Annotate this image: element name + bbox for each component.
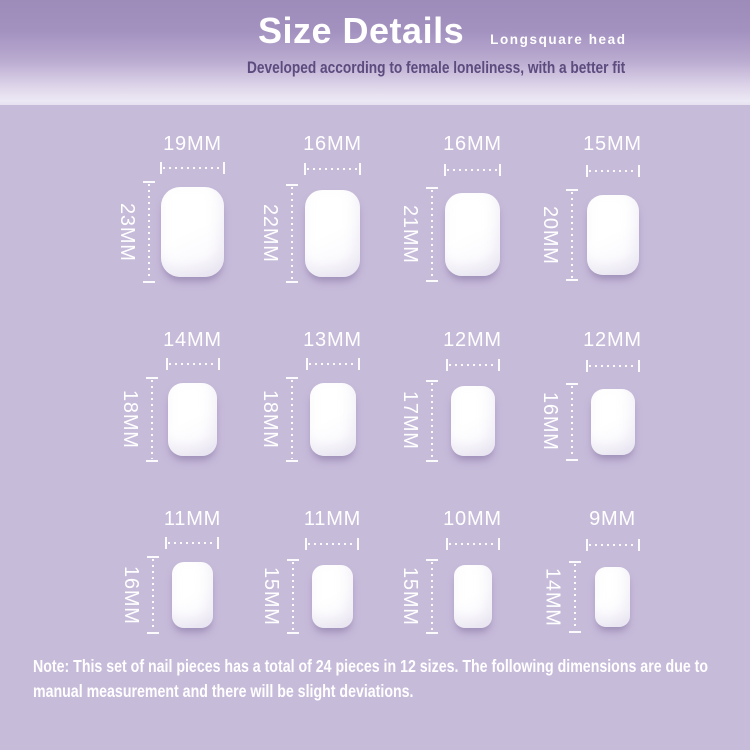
height-ruler — [426, 558, 439, 634]
nail-size-cell: 14MM 18MM — [100, 329, 240, 462]
height-ruler — [286, 558, 299, 634]
nail-size-cell: 16MM 22MM — [240, 133, 380, 283]
width-ruler — [445, 359, 500, 371]
height-ruler — [286, 183, 299, 283]
page-title: Size Details — [258, 10, 465, 51]
nail-height-label: 17MM — [399, 391, 422, 450]
nail-width-label: 12MM — [583, 329, 642, 351]
height-ruler — [566, 382, 579, 461]
nail-height-label: 15MM — [259, 566, 282, 626]
nail-width-label: 10MM — [443, 508, 502, 530]
height-ruler — [286, 377, 299, 462]
width-ruler — [585, 165, 640, 178]
width-ruler — [165, 358, 220, 370]
nail-piece — [586, 195, 639, 276]
nail-width-label: 11MM — [163, 508, 222, 530]
nail-size-cell: 15MM 20MM — [520, 133, 660, 283]
nail-height-label: 22MM — [259, 203, 282, 263]
nail-piece — [311, 564, 353, 628]
height-ruler — [143, 181, 155, 283]
nail-height-label: 18MM — [119, 390, 142, 449]
nail-height-label: 16MM — [119, 565, 142, 625]
height-ruler — [566, 189, 579, 282]
nail-size-cell: 11MM 15MM — [240, 508, 380, 634]
nail-size-cell: 13MM 18MM — [240, 329, 380, 462]
height-ruler — [426, 379, 439, 462]
nail-size-cell: 9MM 14MM — [520, 508, 660, 634]
nail-width-label: 16MM — [303, 133, 362, 155]
height-ruler — [146, 556, 159, 634]
nail-size-cell: 12MM 17MM — [380, 329, 520, 462]
width-ruler — [444, 164, 501, 177]
nail-height-label: 18MM — [259, 390, 282, 449]
nail-width-label: 9MM — [589, 508, 636, 530]
width-ruler — [585, 539, 640, 551]
nail-height-label: 15MM — [399, 566, 422, 626]
footer: Note: This set of nail pieces has a tota… — [33, 654, 750, 705]
nail-size-cell: 19MM 23MM — [100, 133, 240, 283]
nail-width-label: 11MM — [303, 508, 362, 530]
width-ruler — [304, 163, 361, 175]
nail-width-label: 13MM — [303, 329, 362, 351]
width-ruler — [160, 162, 225, 174]
nail-width-label: 16MM — [443, 133, 502, 155]
nail-height-label: 16MM — [539, 392, 562, 452]
nail-piece — [445, 192, 500, 276]
width-ruler — [445, 538, 500, 550]
nail-height-label: 23MM — [116, 202, 138, 262]
nail-size-cell: 10MM 15MM — [380, 508, 520, 634]
nail-width-label: 12MM — [443, 329, 502, 351]
nail-height-label: 21MM — [399, 204, 422, 264]
nail-piece — [168, 383, 217, 456]
nail-piece — [450, 385, 495, 456]
width-ruler — [305, 538, 360, 550]
nail-size-cell: 11MM 16MM — [100, 508, 240, 634]
nail-piece — [453, 564, 492, 628]
width-ruler — [165, 537, 220, 549]
nail-piece — [309, 383, 356, 456]
nail-piece — [161, 187, 224, 277]
nail-height-label: 14MM — [541, 567, 564, 627]
title-row: Size Details Longsquare head — [247, 12, 750, 50]
tagline: Developed according to female loneliness… — [247, 58, 626, 77]
header-content: Size Details Longsquare head Developed a… — [0, 0, 750, 78]
nail-piece — [595, 567, 630, 627]
nail-size-cell: 12MM 16MM — [520, 329, 660, 462]
nail-piece — [590, 388, 635, 455]
header: Size Details Longsquare head Developed a… — [0, 0, 750, 105]
height-ruler — [426, 186, 439, 282]
size-grid: 19MM 23MM 16MM 22MM 16MM 21MM 15MM 20MM … — [100, 133, 660, 634]
shape-label: Longsquare head — [490, 31, 627, 47]
nail-size-cell: 16MM 21MM — [380, 133, 520, 283]
nail-piece — [305, 189, 360, 277]
note-text: Note: This set of nail pieces has a tota… — [33, 656, 709, 702]
nail-width-label: 14MM — [163, 329, 222, 351]
width-ruler — [585, 360, 640, 373]
nail-height-label: 20MM — [539, 205, 562, 265]
height-ruler — [146, 377, 159, 462]
nail-width-label: 19MM — [163, 133, 222, 155]
nail-piece — [171, 562, 213, 628]
height-ruler — [568, 561, 581, 633]
width-ruler — [305, 358, 360, 370]
nail-width-label: 15MM — [583, 133, 642, 155]
